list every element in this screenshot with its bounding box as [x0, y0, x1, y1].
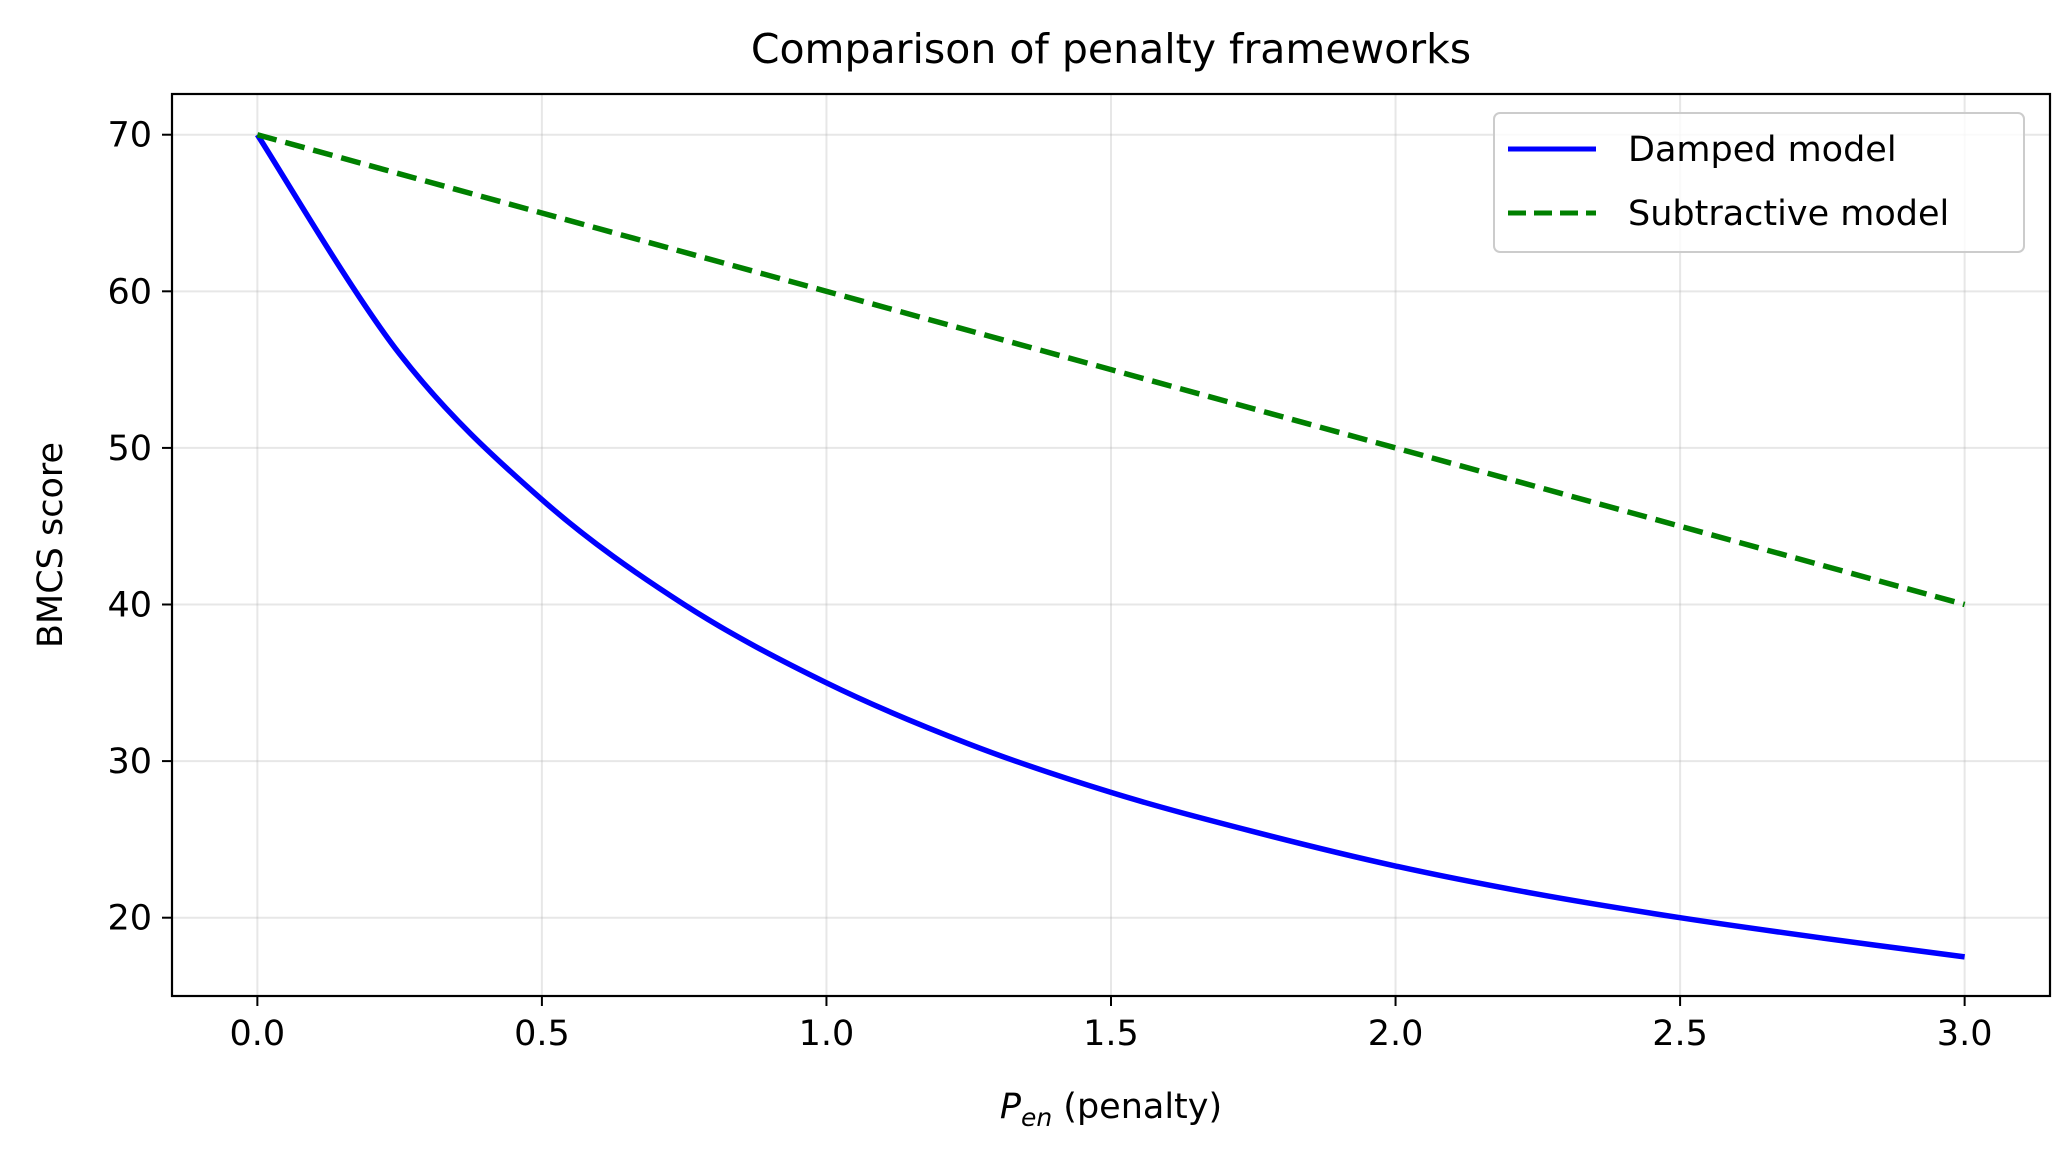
legend-label-damped-model: Damped model: [1628, 130, 1897, 170]
x-tick-label: 2.5: [1652, 1014, 1708, 1054]
x-tick-label: 1.5: [1083, 1014, 1139, 1054]
x-axis-label-rest: (penalty): [1052, 1087, 1222, 1127]
legend: Damped model Subtractive model: [1493, 112, 2025, 253]
x-axis-label-symbol: P: [1000, 1087, 1022, 1127]
series-line-damped-model: [255, 133, 1965, 960]
x-tick-label: 0.0: [230, 1014, 286, 1054]
y-tick-label: 60: [107, 272, 152, 312]
y-tick-label: 40: [107, 586, 152, 626]
chart-title: Comparison of penalty frameworks: [751, 25, 1471, 73]
y-tick-label: 70: [107, 116, 152, 156]
series-line-subtractive-model: [256, 132, 1966, 608]
x-tick-label: 3.0: [1937, 1014, 1993, 1054]
legend-box: [1493, 112, 2025, 253]
x-axis-label-subscript: en: [1021, 1103, 1052, 1132]
axis-ticks: 0.0 0.5 1.0 1.5 2.0 2.5 3.0 20 30 40 50 60 70: [107, 116, 1992, 1054]
y-tick-label: 30: [107, 742, 152, 782]
y-tick-label: 20: [107, 899, 152, 939]
plot-series: [255, 132, 1966, 960]
legend-label-subtractive-model: Subtractive model: [1628, 194, 1949, 234]
x-tick-label: 2.0: [1368, 1014, 1424, 1054]
y-axis-label: BMCS score: [31, 442, 71, 648]
y-tick-label: 50: [107, 429, 152, 469]
x-tick-label: 1.0: [799, 1014, 855, 1054]
x-tick-label: 0.5: [514, 1014, 570, 1054]
x-axis-label: Pen (penalty): [1000, 1087, 1222, 1132]
